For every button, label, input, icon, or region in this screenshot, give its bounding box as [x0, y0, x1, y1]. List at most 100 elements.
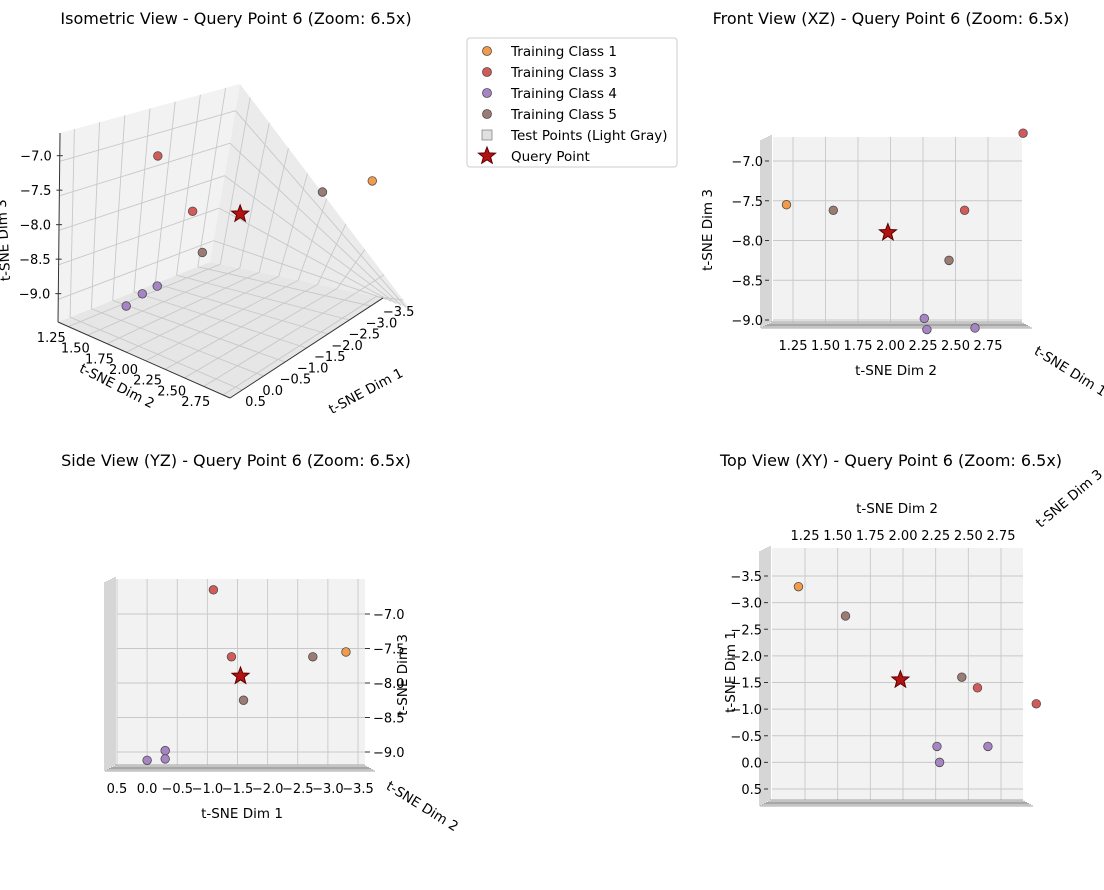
legend-star-marker: [477, 145, 497, 165]
iso-grid-line: [176, 274, 350, 321]
side-class-4-point: [160, 745, 170, 756]
top-xtick-label: 1.25: [791, 529, 820, 544]
iso-ytick-label: 1.50: [61, 342, 90, 357]
legend-item: Test Points (Light Gray): [481, 128, 668, 144]
iso-grid-line: [133, 108, 151, 293]
iso-grid-line: [219, 97, 251, 265]
top-class-3-point: [972, 683, 983, 693]
chart-title-isometric: Isometric View - Query Point 6 (Zoom: 6.…: [60, 9, 411, 28]
top-class-5-point: [840, 611, 851, 621]
chart-title-side: Side View (YZ) - Query Point 6 (Zoom: 6.…: [61, 451, 411, 470]
legend-label: Query Point: [511, 149, 590, 165]
iso-ztick-label: −8.0: [19, 219, 51, 234]
side-class-3-point: [208, 585, 219, 595]
iso-grid-line: [154, 101, 176, 284]
front-xtick-label: 2.25: [909, 339, 938, 354]
legend-circle-marker: [482, 109, 492, 119]
iso-grid-line: [58, 240, 214, 300]
top-xtick-label: 1.50: [823, 529, 852, 544]
front-ytick-label: −8.5: [731, 274, 763, 289]
iso-ztick-label: −8.5: [19, 253, 51, 268]
legend-frame: [466, 37, 678, 168]
top-ylabel: t-SNE Dim 1: [723, 631, 739, 713]
iso-ztick-label: −7.0: [20, 150, 52, 165]
side-xlabel: t-SNE Dim 1: [201, 806, 283, 822]
top-class-5-point: [957, 672, 967, 682]
front-class-3-point: [959, 205, 970, 215]
top-xtick-label: 2.50: [954, 529, 983, 544]
iso-grid-line: [317, 223, 347, 285]
top-ytick-label: −1.5: [730, 677, 762, 692]
front-class-4-point: [919, 313, 930, 324]
iso-ztick-label: −7.5: [20, 184, 52, 199]
legend-label: Training Class 1: [510, 44, 617, 60]
front-ytick-label: −7.0: [731, 155, 763, 170]
iso-grid-line: [235, 110, 407, 308]
legend-item: Query Point: [477, 145, 590, 165]
top-xtick-label: 1.75: [856, 529, 885, 544]
front-class-1-point: [781, 200, 792, 210]
iso-xtick-label: −2.0: [331, 339, 363, 354]
side-class-1-point: [341, 647, 351, 657]
top-xlabel: t-SNE Dim 2: [856, 501, 938, 517]
top-ytick-label: 0.5: [741, 783, 762, 798]
iso-grid-line: [69, 316, 243, 391]
legend-circle-marker: [482, 88, 492, 98]
iso-grid-line: [197, 266, 371, 307]
side-ylabel: t-SNE Dim 3: [395, 634, 411, 716]
top-ytick-label: −2.5: [730, 623, 762, 638]
iso-grid-line: [59, 142, 231, 197]
side-xtick-label: 0.0: [137, 782, 158, 797]
top-class-3-point: [1031, 699, 1041, 709]
top-pane: [772, 548, 1023, 800]
front-xtick-label: 2.50: [941, 339, 970, 354]
chart-title-top: Top View (XY) - Query Point 6 (Zoom: 6.5…: [719, 451, 1062, 470]
iso-grid-line: [90, 122, 101, 309]
iso-class-1-point: [367, 176, 377, 186]
iso-grid-line: [197, 87, 227, 267]
iso-xtick-label: −1.5: [314, 350, 346, 365]
iso-zlabel: t-SNE Dim 3: [0, 199, 14, 282]
iso-grid-line: [59, 110, 236, 162]
iso-query-point: [230, 203, 251, 223]
legend-label: Training Class 5: [510, 107, 617, 123]
iso-grid-line: [218, 207, 392, 302]
front-xtick-label: 2.75: [974, 339, 1003, 354]
iso-xlabel: t-SNE Dim 1: [326, 365, 406, 418]
iso-grid-line: [69, 129, 75, 318]
legend-label: Training Class 4: [510, 86, 617, 102]
iso-grid-line: [176, 94, 201, 276]
front-xtick-label: 1.75: [844, 339, 873, 354]
iso-grid-line: [155, 283, 329, 335]
chart-title-front: Front View (XZ) - Query Point 6 (Zoom: 6…: [713, 9, 1070, 28]
iso-class-5-point: [197, 247, 208, 258]
legend-item: Training Class 4: [482, 86, 617, 102]
legend-item: Training Class 1: [482, 44, 617, 60]
side-class-5-point: [238, 695, 249, 705]
iso-grid-line: [58, 207, 220, 266]
iso-axis-line: [57, 321, 231, 399]
iso-axis-line: [229, 297, 384, 399]
legend-item: Training Class 3: [482, 65, 617, 81]
top-xtick-label: 2.25: [921, 529, 950, 544]
front-xlabel: t-SNE Dim 2: [855, 363, 937, 379]
iso-xtick-label: 0.5: [245, 395, 266, 410]
side-ytick-label: −8.5: [373, 712, 405, 727]
top-xtick-label: 2.00: [889, 529, 918, 544]
side-class-3-point: [226, 652, 237, 662]
front-class-5-point: [944, 255, 954, 266]
iso-ytick-label: 2.75: [181, 395, 210, 410]
side-xtick-label: −3.5: [342, 782, 374, 797]
iso-xtick-label: 0.0: [262, 384, 283, 399]
top-class-4-point: [934, 757, 945, 768]
legend-circle-marker: [482, 46, 492, 56]
top-depthlabel: t-SNE Dim 3: [1033, 467, 1104, 532]
iso-grid-line: [224, 175, 397, 304]
iso-class-3-point: [187, 206, 198, 216]
side-xtick-label: 0.5: [107, 782, 128, 797]
top-ytick-label: 0.0: [741, 756, 762, 771]
side-class-4-point: [160, 754, 170, 764]
front-ylabel: t-SNE Dim 3: [700, 189, 716, 271]
iso-grid-line: [258, 148, 289, 273]
